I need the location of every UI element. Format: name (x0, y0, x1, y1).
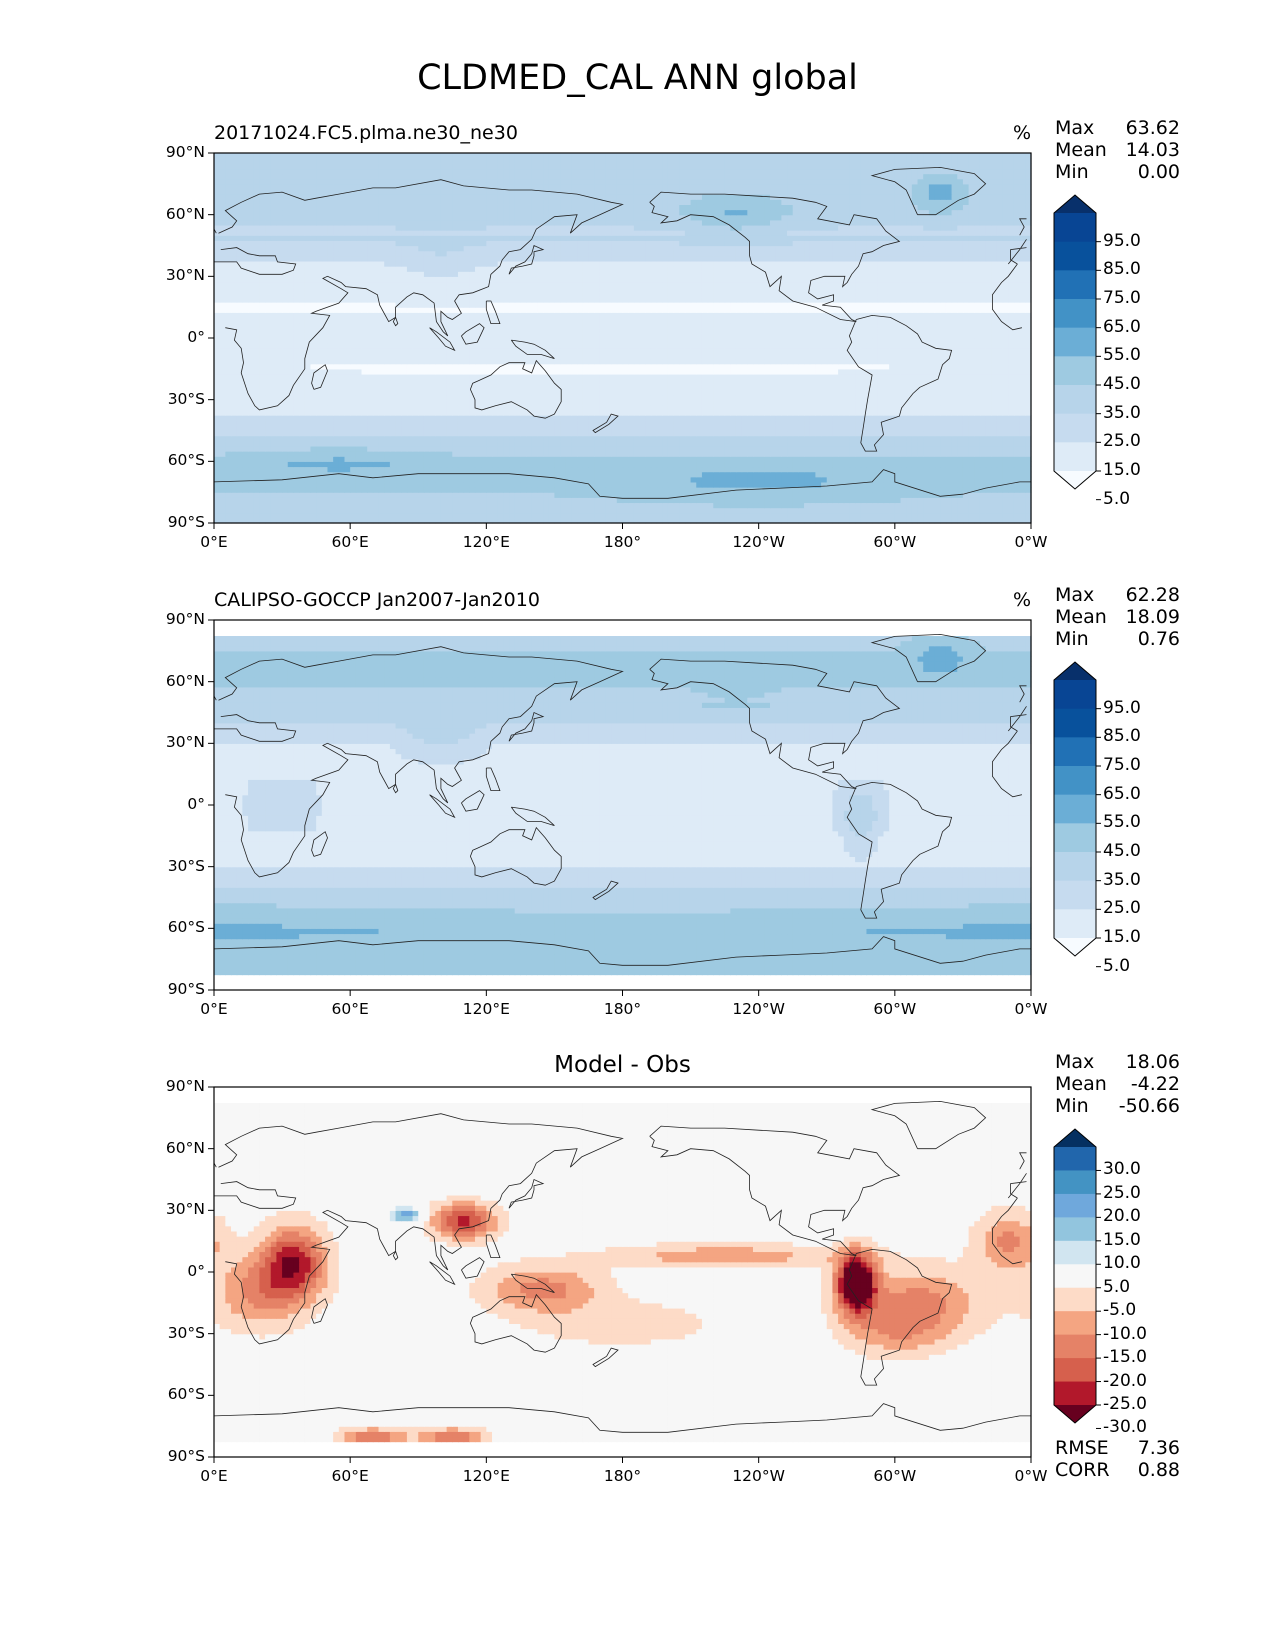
x-tick-label: 0°W (831, 1000, 1231, 1018)
y-tick-label: 60°S (168, 451, 205, 469)
stat-value-mean: -4.22 (1131, 1073, 1180, 1095)
colorbar-tick-label: -20.0 (1103, 1371, 1147, 1391)
colorbar-tick-label: 30.0 (1103, 1159, 1141, 1179)
stat-name-corr: CORR (1055, 1459, 1110, 1481)
colorbar-obs (1054, 662, 1101, 967)
stat-name-max: Max (1055, 584, 1094, 606)
y-tick-label: 0° (187, 1262, 205, 1280)
colorbar-tick-label: 65.0 (1103, 784, 1141, 804)
stat-name-mean: Mean (1055, 606, 1107, 628)
colorbar-tick-label: 10.0 (1103, 1253, 1141, 1273)
colorbar-tick-label: 95.0 (1103, 698, 1141, 718)
panel-title: Model - Obs (423, 1052, 823, 1078)
y-tick-label: 60°N (166, 205, 205, 223)
y-tick-label: 60°S (168, 1385, 205, 1403)
colorbar-tick-label: 20.0 (1103, 1206, 1141, 1226)
colorbar-tick-label: -15.0 (1103, 1347, 1147, 1367)
stat-value-min: 0.00 (1138, 161, 1180, 183)
map-field-model (214, 153, 1032, 524)
stat-value-rmse: 7.36 (1138, 1437, 1180, 1459)
y-tick-label: 90°N (166, 1077, 205, 1095)
colorbar-model (1054, 195, 1101, 500)
map-field-diff (214, 1087, 1032, 1458)
y-tick-label: 30°S (168, 1324, 205, 1342)
colorbar-diff (1054, 1129, 1101, 1428)
stat-name-max: Max (1055, 1051, 1094, 1073)
colorbar-tick-label: 95.0 (1103, 231, 1141, 251)
y-tick-label: 30°N (166, 266, 205, 284)
y-tick-label: 0° (187, 795, 205, 813)
colorbar-tick-label: 45.0 (1103, 841, 1141, 861)
colorbar-tick-label: -25.0 (1103, 1394, 1147, 1414)
stat-value-mean: 18.09 (1126, 606, 1180, 628)
stat-value-max: 18.06 (1126, 1051, 1180, 1073)
map-field-obs (214, 620, 1032, 991)
colorbar-tick-label: 35.0 (1103, 403, 1141, 423)
y-tick-label: 90°N (166, 610, 205, 628)
stat-value-max: 62.28 (1126, 584, 1180, 606)
y-tick-label: 30°S (168, 857, 205, 875)
y-tick-label: 60°N (166, 672, 205, 690)
colorbar-tick-label: 15.0 (1103, 927, 1141, 947)
y-tick-label: 60°S (168, 918, 205, 936)
units-label: % (1013, 122, 1031, 144)
stat-value-min: 0.76 (1138, 628, 1180, 650)
y-tick-label: 90°S (168, 1447, 205, 1465)
stat-value-corr: 0.88 (1138, 1459, 1180, 1481)
y-tick-label: 30°N (166, 1200, 205, 1218)
colorbar-tick-label: 85.0 (1103, 726, 1141, 746)
stat-name-max: Max (1055, 117, 1094, 139)
stat-value-min: -50.66 (1119, 1095, 1180, 1117)
colorbar-tick-label: -5.0 (1103, 1300, 1136, 1320)
colorbar-tick-label: 5.0 (1103, 1277, 1130, 1297)
stat-name-mean: Mean (1055, 1073, 1107, 1095)
units-label: % (1013, 589, 1031, 611)
y-tick-label: 90°S (168, 513, 205, 531)
colorbar-tick-label: 55.0 (1103, 812, 1141, 832)
panel-title: CALIPSO-GOCCP Jan2007-Jan2010 (214, 589, 540, 611)
y-tick-label: 30°S (168, 390, 205, 408)
y-tick-label: 90°N (166, 143, 205, 161)
stat-name-min: Min (1055, 1095, 1089, 1117)
panel-title: 20171024.FC5.plma.ne30_ne30 (214, 122, 518, 144)
colorbar-tick-label: 15.0 (1103, 1230, 1141, 1250)
colorbar-tick-label: 5.0 (1103, 956, 1130, 976)
stat-name-mean: Mean (1055, 139, 1107, 161)
y-tick-label: 30°N (166, 733, 205, 751)
stat-name-rmse: RMSE (1055, 1437, 1109, 1459)
colorbar-tick-label: 15.0 (1103, 460, 1141, 480)
colorbar-tick-label: 75.0 (1103, 755, 1141, 775)
stat-value-mean: 14.03 (1126, 139, 1180, 161)
colorbar-tick-label: 35.0 (1103, 870, 1141, 890)
y-tick-label: 60°N (166, 1139, 205, 1157)
map-panel-diff (208, 1087, 1101, 1463)
colorbar-tick-label: 25.0 (1103, 1183, 1141, 1203)
y-tick-label: 90°S (168, 980, 205, 998)
colorbar-tick-label: 55.0 (1103, 345, 1141, 365)
y-tick-label: 0° (187, 328, 205, 346)
colorbar-tick-label: -30.0 (1103, 1417, 1147, 1437)
stat-name-min: Min (1055, 628, 1089, 650)
map-panel-obs (208, 620, 1101, 996)
map-panel-model (208, 153, 1101, 529)
colorbar-tick-label: -10.0 (1103, 1324, 1147, 1344)
colorbar-tick-label: 75.0 (1103, 288, 1141, 308)
colorbar-tick-label: 25.0 (1103, 898, 1141, 918)
colorbar-tick-label: 45.0 (1103, 374, 1141, 394)
colorbar-tick-label: 85.0 (1103, 259, 1141, 279)
colorbar-tick-label: 65.0 (1103, 317, 1141, 337)
colorbar-tick-label: 5.0 (1103, 489, 1130, 509)
stat-value-max: 63.62 (1126, 117, 1180, 139)
stat-name-min: Min (1055, 161, 1089, 183)
colorbar-tick-label: 25.0 (1103, 431, 1141, 451)
x-tick-label: 0°W (831, 533, 1231, 551)
